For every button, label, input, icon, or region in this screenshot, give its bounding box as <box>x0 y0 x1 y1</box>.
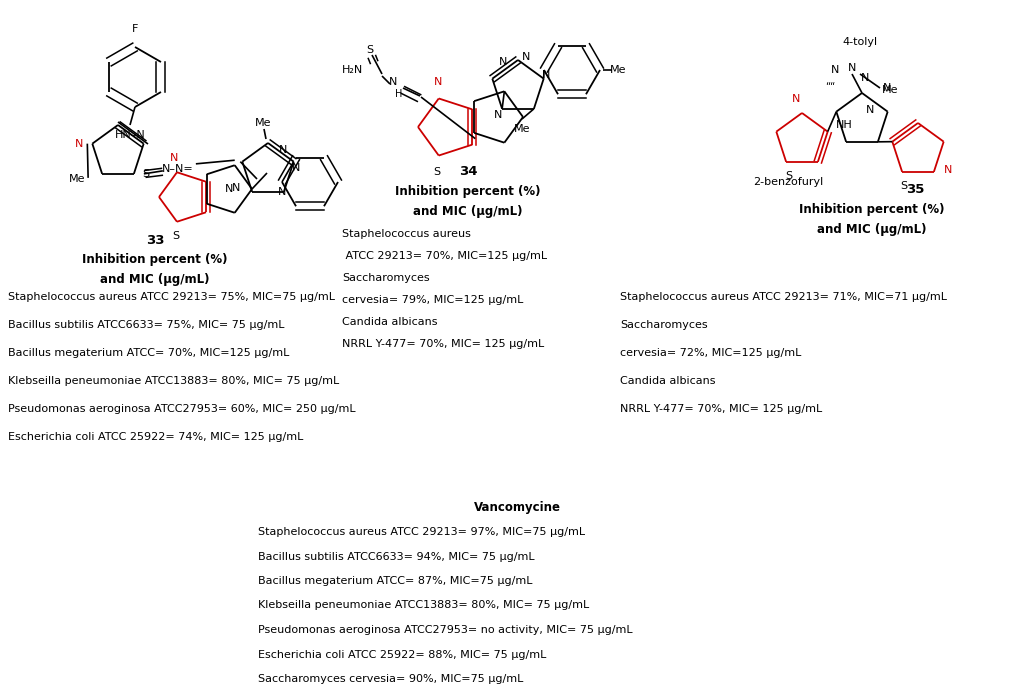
Text: Me: Me <box>882 85 899 95</box>
Text: 2-benzofuryl: 2-benzofuryl <box>753 177 823 187</box>
Text: N: N <box>292 163 300 173</box>
Text: Staphelococcus aureus ATCC 29213= 71%, MIC=71 μg/mL: Staphelococcus aureus ATCC 29213= 71%, M… <box>620 292 947 302</box>
Text: S: S <box>901 181 908 191</box>
Text: N: N <box>75 138 84 149</box>
Text: N: N <box>542 70 550 80</box>
Text: Candida albicans: Candida albicans <box>342 317 437 327</box>
Text: and MIC (μg/mL): and MIC (μg/mL) <box>100 273 210 286</box>
Text: Staphelococcus aureus ATCC 29213= 97%, MIC=75 μg/mL: Staphelococcus aureus ATCC 29213= 97%, M… <box>258 527 585 537</box>
Text: cervesia= 72%, MIC=125 μg/mL: cervesia= 72%, MIC=125 μg/mL <box>620 348 801 358</box>
Text: NH: NH <box>835 120 852 130</box>
Text: S: S <box>173 230 180 241</box>
Text: N: N <box>170 153 178 163</box>
Text: Klebseilla peneumoniae ATCC13883= 80%, MIC= 75 μg/mL: Klebseilla peneumoniae ATCC13883= 80%, M… <box>258 601 589 610</box>
Text: N: N <box>498 57 508 67</box>
Text: S: S <box>786 171 793 181</box>
Text: N: N <box>861 73 870 83</box>
Text: and MIC (μg/mL): and MIC (μg/mL) <box>414 206 523 219</box>
Text: N: N <box>865 105 874 115</box>
Text: Me: Me <box>610 65 627 75</box>
Text: N: N <box>279 145 287 155</box>
Text: N: N <box>433 78 442 87</box>
Text: H: H <box>395 89 402 99</box>
Text: ATCC 29213= 70%, MIC=125 μg/mL: ATCC 29213= 70%, MIC=125 μg/mL <box>342 251 547 261</box>
Text: NRRL Y-477= 70%, MIC= 125 μg/mL: NRRL Y-477= 70%, MIC= 125 μg/mL <box>620 404 822 414</box>
Text: N: N <box>232 183 240 193</box>
Text: N: N <box>278 187 286 197</box>
Text: N–N=: N–N= <box>162 164 193 174</box>
Text: Inhibition percent (%): Inhibition percent (%) <box>83 253 227 266</box>
Text: Pseudomonas aeroginosa ATCC27953= 60%, MIC= 250 μg/mL: Pseudomonas aeroginosa ATCC27953= 60%, M… <box>8 404 356 414</box>
Text: N: N <box>389 77 397 87</box>
Text: N: N <box>944 165 952 175</box>
Text: Klebseilla peneumoniae ATCC13883= 80%, MIC= 75 μg/mL: Klebseilla peneumoniae ATCC13883= 80%, M… <box>8 376 339 386</box>
Text: Pseudomonas aeroginosa ATCC27953= no activity, MIC= 75 μg/mL: Pseudomonas aeroginosa ATCC27953= no act… <box>258 625 633 635</box>
Text: S: S <box>366 45 373 55</box>
Text: Saccharomyces: Saccharomyces <box>342 273 429 283</box>
Text: H₂N: H₂N <box>341 65 363 75</box>
Text: Candida albicans: Candida albicans <box>620 376 716 386</box>
Text: Saccharomyces: Saccharomyces <box>620 320 707 330</box>
Text: Me: Me <box>514 124 530 134</box>
Text: Staphelococcus aureus: Staphelococcus aureus <box>342 229 470 239</box>
Text: Bacillus subtilis ATCC6633= 94%, MIC= 75 μg/mL: Bacillus subtilis ATCC6633= 94%, MIC= 75… <box>258 552 535 561</box>
Text: Bacillus subtilis ATCC6633= 75%, MIC= 75 μg/mL: Bacillus subtilis ATCC6633= 75%, MIC= 75… <box>8 320 284 330</box>
Text: N: N <box>224 184 234 194</box>
Text: F: F <box>131 24 139 34</box>
Text: Inhibition percent (%): Inhibition percent (%) <box>395 185 541 199</box>
Text: Saccharomyces cervesia= 90%, MIC=75 μg/mL: Saccharomyces cervesia= 90%, MIC=75 μg/m… <box>258 674 523 684</box>
Text: 34: 34 <box>459 165 478 179</box>
Text: and MIC (μg/mL): and MIC (μg/mL) <box>817 224 926 237</box>
Text: Inhibition percent (%): Inhibition percent (%) <box>799 203 945 217</box>
Text: Staphelococcus aureus ATCC 29213= 75%, MIC=75 μg/mL: Staphelococcus aureus ATCC 29213= 75%, M… <box>8 292 335 302</box>
Text: 33: 33 <box>146 233 164 246</box>
Text: HN–N: HN–N <box>115 130 146 140</box>
Text: Me: Me <box>69 174 86 184</box>
Text: Bacillus megaterium ATCC= 87%, MIC=75 μg/mL: Bacillus megaterium ATCC= 87%, MIC=75 μg… <box>258 576 533 586</box>
Text: N: N <box>494 110 503 120</box>
Text: Vancomycine: Vancomycine <box>474 500 560 513</box>
Text: 35: 35 <box>906 183 924 197</box>
Text: N: N <box>848 63 856 73</box>
Text: Bacillus megaterium ATCC= 70%, MIC=125 μg/mL: Bacillus megaterium ATCC= 70%, MIC=125 μ… <box>8 348 290 358</box>
Text: N: N <box>792 94 800 104</box>
Text: NRRL Y-477= 70%, MIC= 125 μg/mL: NRRL Y-477= 70%, MIC= 125 μg/mL <box>342 339 544 349</box>
Text: N: N <box>883 83 891 93</box>
Text: Escherichia coli ATCC 25922= 88%, MIC= 75 μg/mL: Escherichia coli ATCC 25922= 88%, MIC= 7… <box>258 650 546 659</box>
Text: Me: Me <box>254 118 271 128</box>
Text: cervesia= 79%, MIC=125 μg/mL: cervesia= 79%, MIC=125 μg/mL <box>342 295 523 305</box>
Text: N: N <box>830 65 840 75</box>
Text: S: S <box>433 167 440 176</box>
Text: ““: ““ <box>825 81 835 91</box>
Text: S: S <box>143 169 150 179</box>
Text: Escherichia coli ATCC 25922= 74%, MIC= 125 μg/mL: Escherichia coli ATCC 25922= 74%, MIC= 1… <box>8 432 303 442</box>
Text: N: N <box>522 52 530 62</box>
Text: 4-tolyl: 4-tolyl <box>843 37 878 47</box>
